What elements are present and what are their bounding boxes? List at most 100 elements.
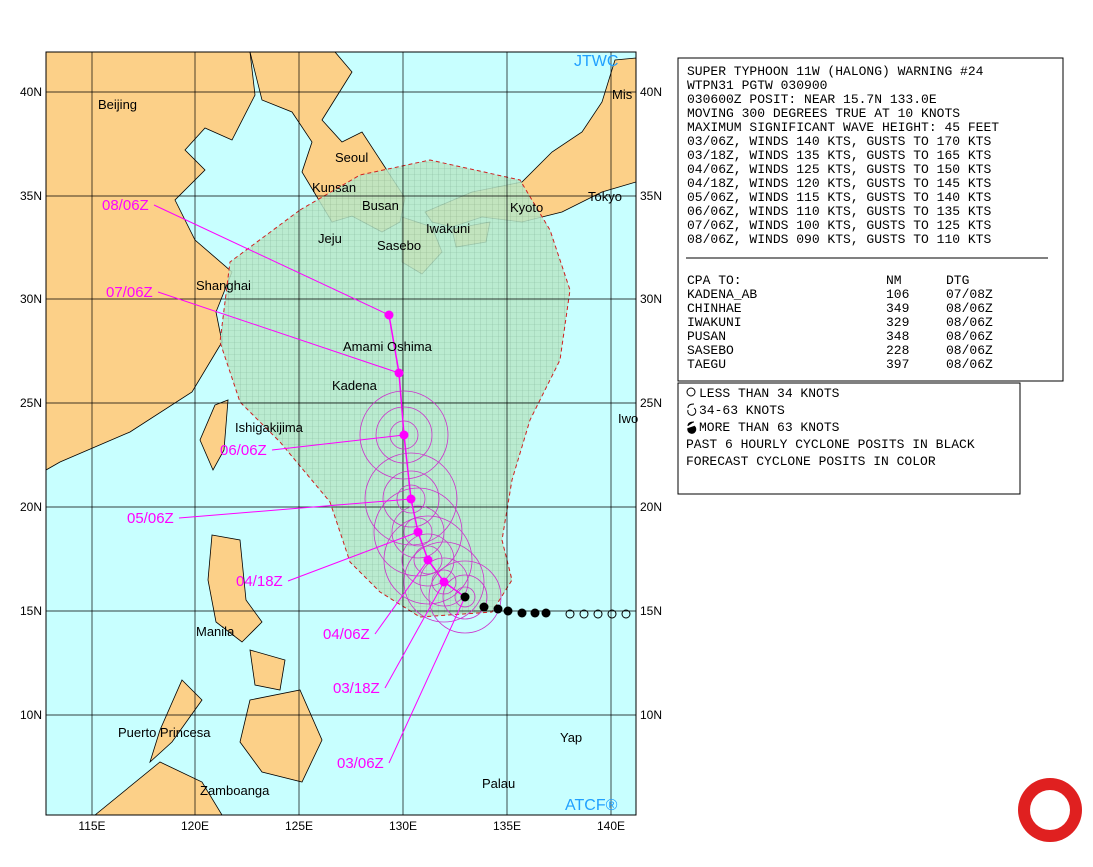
cpa-cell: 349 xyxy=(886,301,909,316)
past-posit xyxy=(541,608,551,618)
time-leader xyxy=(384,581,445,689)
lat-label: 35N xyxy=(640,189,662,203)
warning-line: 05/06Z, WINDS 115 KTS, GUSTS TO 140 KTS xyxy=(687,190,991,205)
lat-label: 25N xyxy=(20,396,42,410)
place-label: Ishigakijima xyxy=(235,420,304,435)
lat-label: 30N xyxy=(640,292,662,306)
lon-label: 130E xyxy=(389,819,417,833)
place-label: Busan xyxy=(362,198,399,213)
wind-radius xyxy=(413,545,443,575)
cpa-header: DTG xyxy=(946,273,969,288)
map-frame xyxy=(45,51,637,816)
wind-radius xyxy=(403,517,433,547)
time-label: 07/06Z xyxy=(106,284,153,301)
forecast-posit xyxy=(384,310,394,320)
lat-label: 20N xyxy=(640,500,662,514)
lat-label: 10N xyxy=(20,708,42,722)
wind-radius xyxy=(375,406,433,464)
forecast-posit xyxy=(406,494,416,504)
time-leader xyxy=(157,291,400,374)
cpa-cell: SASEBO xyxy=(687,343,734,358)
place-label: Seoul xyxy=(335,150,368,165)
lat-label: 20N xyxy=(20,500,42,514)
logo-center xyxy=(1030,790,1070,830)
warning-line: 03/18Z, WINDS 135 KTS, GUSTS TO 165 KTS xyxy=(687,148,991,163)
lat-label: 30N xyxy=(20,292,42,306)
cpa-cell: 329 xyxy=(886,315,909,330)
place-label: Iwakuni xyxy=(426,221,470,236)
past-posit xyxy=(517,608,527,618)
time-label: 08/06Z xyxy=(102,197,149,214)
cpa-cell: 348 xyxy=(886,329,909,344)
lon-label: 125E xyxy=(285,819,313,833)
past-weak xyxy=(565,609,575,619)
warning-line: MOVING 300 DEGREES TRUE AT 10 KNOTS xyxy=(687,106,960,121)
time-label: 06/06Z xyxy=(220,442,267,459)
place-label: Iwo xyxy=(618,411,638,426)
wind-radius xyxy=(382,470,440,528)
place-label: Zamboanga xyxy=(200,783,270,798)
past-posit xyxy=(479,602,489,612)
warning-line: SUPER TYPHOON 11W (HALONG) WARNING #24 xyxy=(687,64,984,79)
cpa-cell: TAEGU xyxy=(687,357,726,372)
place-label: Mis xyxy=(612,87,633,102)
lat-label: 15N xyxy=(640,604,662,618)
forecast-posit xyxy=(460,592,470,602)
cpa-header: NM xyxy=(886,273,902,288)
time-leader xyxy=(178,498,412,519)
legend-line: FORECAST CYCLONE POSITS IN COLOR xyxy=(686,454,936,469)
legend-line: PAST 6 HOURLY CYCLONE POSITS IN BLACK xyxy=(686,437,975,452)
warning-line: 07/06Z, WINDS 100 KTS, GUSTS TO 125 KTS xyxy=(687,218,991,233)
lat-label: 40N xyxy=(20,85,42,99)
time-leader xyxy=(153,204,390,316)
place-label: Kadena xyxy=(332,378,378,393)
lon-label: 135E xyxy=(493,819,521,833)
cpa-cell: 08/06Z xyxy=(946,315,993,330)
lon-label: 120E xyxy=(181,819,209,833)
forecast-posit xyxy=(399,430,409,440)
cpa-cell: 07/08Z xyxy=(946,287,993,302)
warning-line: WTPN31 PGTW 030900 xyxy=(687,78,827,93)
lat-label: 35N xyxy=(20,189,42,203)
legend-line: LESS THAN 34 KNOTS xyxy=(699,386,840,401)
wind-radius xyxy=(442,574,488,620)
time-label: 03/18Z xyxy=(333,680,380,697)
forecast-posit xyxy=(423,555,433,565)
place-label: Kyoto xyxy=(510,200,543,215)
warning-line: 06/06Z, WINDS 110 KTS, GUSTS TO 135 KTS xyxy=(687,204,991,219)
place-label: Beijing xyxy=(98,97,137,112)
legend-box xyxy=(677,382,1021,495)
cpa-cell: 08/06Z xyxy=(946,343,993,358)
past-posit xyxy=(530,608,540,618)
legend-symbol xyxy=(686,387,696,397)
place-label: Palau xyxy=(482,776,515,791)
place-label: Amami Oshima xyxy=(343,339,433,354)
time-leader xyxy=(271,434,405,451)
legend-symbol xyxy=(687,421,697,434)
lat-label: 10N xyxy=(640,708,662,722)
past-posit xyxy=(503,606,513,616)
cpa-cell: IWAKUNI xyxy=(687,315,742,330)
past-weak xyxy=(579,609,589,619)
jtwc-label: JTWC xyxy=(574,53,618,70)
atcf-label: ATCF® xyxy=(565,797,618,814)
track-line xyxy=(388,314,466,598)
past-posit xyxy=(493,604,503,614)
place-label: Yap xyxy=(560,730,582,745)
legend-line: 34-63 KNOTS xyxy=(699,403,785,418)
cpa-cell: 08/06Z xyxy=(946,357,993,372)
cpa-cell: 106 xyxy=(886,287,909,302)
cpa-cell: PUSAN xyxy=(687,329,726,344)
past-weak xyxy=(593,609,603,619)
forecast-posit xyxy=(394,368,404,378)
lon-label: 115E xyxy=(78,819,105,833)
warning-line: 030600Z POSIT: NEAR 15.7N 133.0E xyxy=(687,92,937,107)
warning-line: 04/06Z, WINDS 125 KTS, GUSTS TO 150 KTS xyxy=(687,162,991,177)
lon-label: 140E xyxy=(597,819,625,833)
legend-line: MORE THAN 63 KNOTS xyxy=(699,420,840,435)
cpa-cell: CHINHAE xyxy=(687,301,742,316)
warning-line: 04/18Z, WINDS 120 KTS, GUSTS TO 145 KTS xyxy=(687,176,991,191)
cpa-cell: 228 xyxy=(886,343,909,358)
forecast-posit xyxy=(439,577,449,587)
